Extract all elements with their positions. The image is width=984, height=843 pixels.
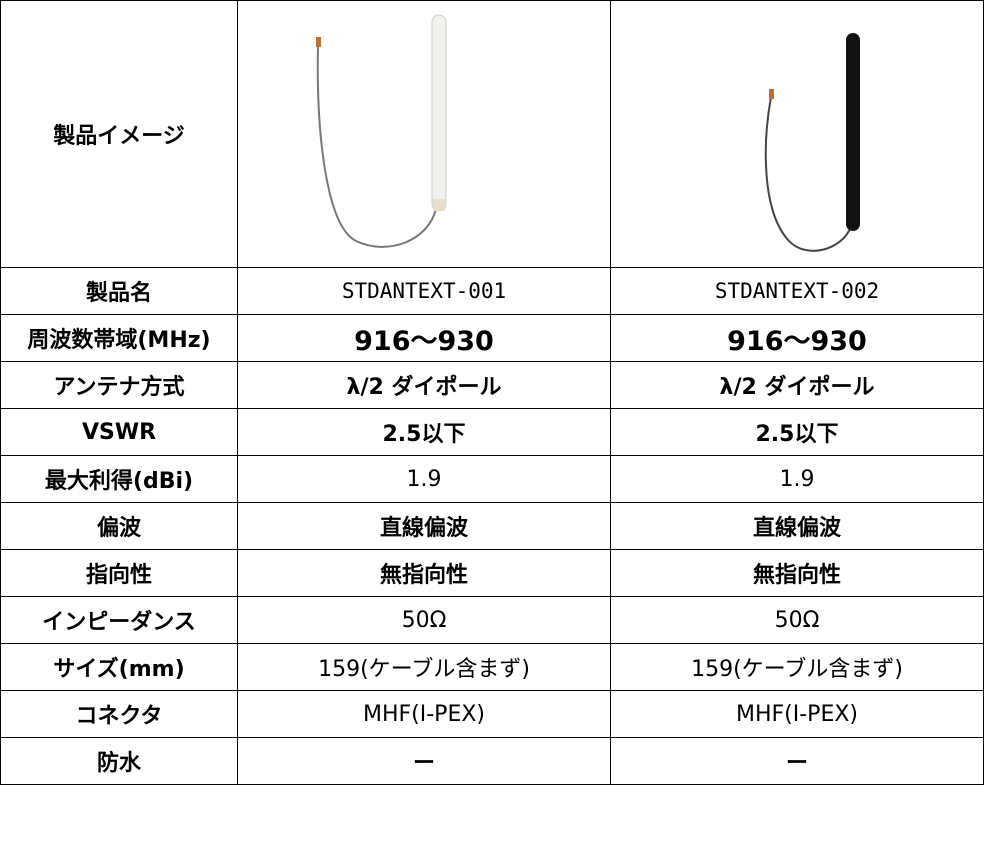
spec-row: 製品名 STDANTEXT-001 STDANTEXT-002 xyxy=(0,267,984,315)
row-label: 指向性 xyxy=(0,549,238,597)
image-row: 製品イメージ xyxy=(0,0,984,268)
spec-value: 50Ω xyxy=(237,596,611,644)
antenna-black xyxy=(764,33,860,252)
spec-value: 916〜930 xyxy=(237,314,611,362)
spec-value: STDANTEXT-002 xyxy=(610,267,984,315)
row-label: インピーダンス xyxy=(0,596,238,644)
row-label: 周波数帯域(MHz) xyxy=(0,314,238,362)
spec-row: 指向性 無指向性 無指向性 xyxy=(0,549,984,597)
spec-value: λ/2 ダイポール xyxy=(610,361,984,409)
spec-value: 1.9 xyxy=(610,455,984,503)
spec-value: ー xyxy=(610,737,984,785)
row-label: 偏波 xyxy=(0,502,238,550)
spec-value: ー xyxy=(237,737,611,785)
spec-value: 直線偏波 xyxy=(237,502,611,550)
spec-row: アンテナ方式 λ/2 ダイポール λ/2 ダイポール xyxy=(0,361,984,409)
spec-row: コネクタ MHF(I-PEX) MHF(I-PEX) xyxy=(0,690,984,738)
spec-value: 159(ケーブル含まず) xyxy=(237,643,611,691)
product-image xyxy=(610,0,984,268)
row-label: コネクタ xyxy=(0,690,238,738)
spec-row: 最大利得(dBi) 1.9 1.9 xyxy=(0,455,984,503)
row-label: サイズ(mm) xyxy=(0,643,238,691)
row-label: 製品名 xyxy=(0,267,238,315)
product-image xyxy=(237,0,611,268)
row-label: 防水 xyxy=(0,737,238,785)
spec-value: λ/2 ダイポール xyxy=(237,361,611,409)
spec-row: インピーダンス 50Ω 50Ω xyxy=(0,596,984,644)
row-label: 最大利得(dBi) xyxy=(0,455,238,503)
spec-value: STDANTEXT-001 xyxy=(237,267,611,315)
spec-value: 無指向性 xyxy=(237,549,611,597)
spec-value: 159(ケーブル含まず) xyxy=(610,643,984,691)
row-label: VSWR xyxy=(0,408,238,456)
spec-row: サイズ(mm) 159(ケーブル含まず) 159(ケーブル含まず) xyxy=(0,643,984,691)
spec-value: 916〜930 xyxy=(610,314,984,362)
spec-row: 防水ーー xyxy=(0,737,984,785)
spec-value: 直線偏波 xyxy=(610,502,984,550)
spec-value: 無指向性 xyxy=(610,549,984,597)
spec-value: 1.9 xyxy=(237,455,611,503)
spec-value: MHF(I-PEX) xyxy=(610,690,984,738)
spec-value: MHF(I-PEX) xyxy=(237,690,611,738)
row-label: 製品イメージ xyxy=(0,0,238,268)
spec-row: VSWR 2.5以下 2.5以下 xyxy=(0,408,984,456)
spec-table: 製品イメージ 製品名 STDANTEXT-001 STDANTEXT-002 周波数帯… xyxy=(0,0,984,785)
spec-row: 周波数帯域(MHz) 916〜930 916〜930 xyxy=(0,314,984,362)
spec-value: 50Ω xyxy=(610,596,984,644)
spec-value: 2.5以下 xyxy=(237,408,611,456)
spec-value: 2.5以下 xyxy=(610,408,984,456)
antenna-white xyxy=(316,14,447,248)
row-label: アンテナ方式 xyxy=(0,361,238,409)
spec-row: 偏波 直線偏波 直線偏波 xyxy=(0,502,984,550)
